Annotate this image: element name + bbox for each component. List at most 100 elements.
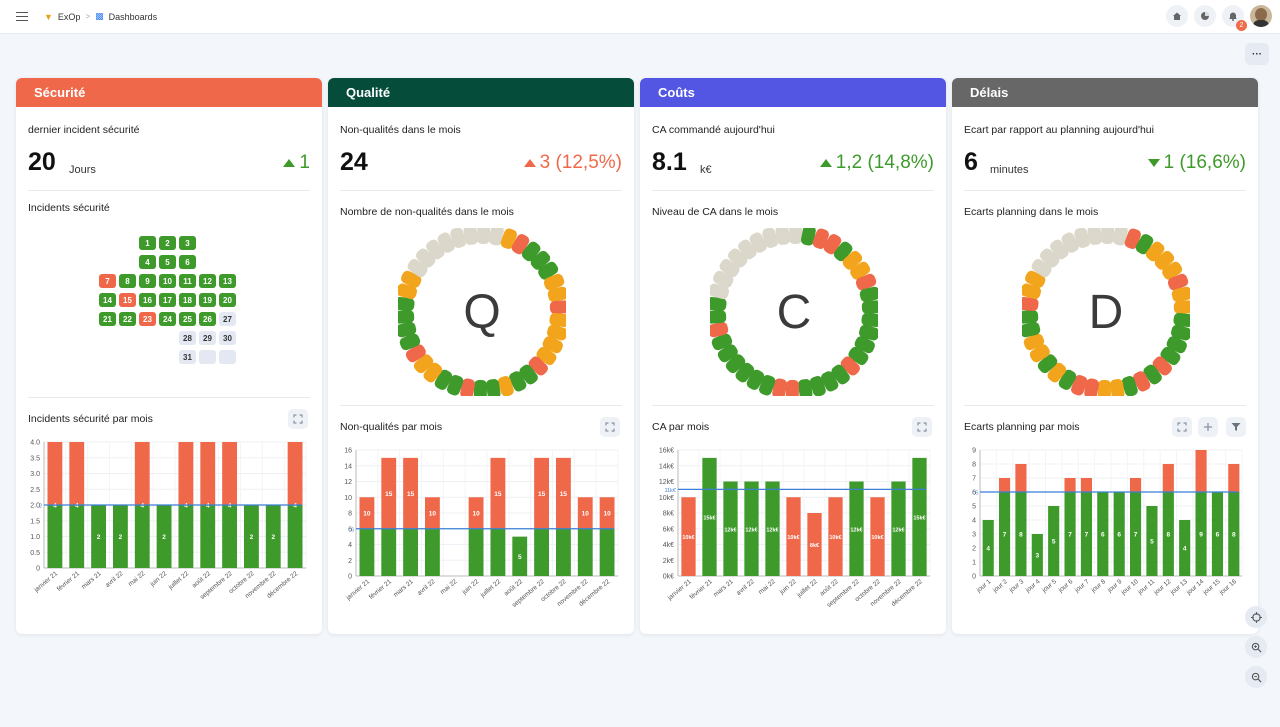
- bar[interactable]: [381, 528, 397, 576]
- bar[interactable]: [47, 442, 63, 505]
- calendar-day[interactable]: 27: [219, 312, 236, 326]
- bar[interactable]: [744, 481, 759, 577]
- wheel-segment[interactable]: [398, 332, 421, 352]
- expand-chart-button[interactable]: [1172, 417, 1192, 437]
- bar[interactable]: [200, 442, 216, 505]
- bar[interactable]: [534, 528, 550, 576]
- wheel-segment[interactable]: [710, 296, 727, 311]
- more-options-button[interactable]: ···: [1245, 43, 1269, 65]
- wheel-segment[interactable]: [1109, 378, 1125, 396]
- bar[interactable]: [265, 505, 281, 568]
- breadcrumb-dashboards[interactable]: Dashboards: [108, 11, 158, 22]
- wheel-segment[interactable]: [1171, 286, 1190, 303]
- wheel-segment[interactable]: [459, 378, 476, 396]
- bar[interactable]: [1211, 492, 1224, 576]
- bar[interactable]: [287, 505, 303, 568]
- wheel-segment[interactable]: [449, 228, 467, 249]
- bar[interactable]: [156, 505, 172, 568]
- calendar-day[interactable]: 12: [199, 274, 216, 288]
- bar[interactable]: [222, 505, 238, 568]
- wheel-segment[interactable]: [797, 378, 813, 396]
- wheel-segment[interactable]: [1038, 246, 1061, 269]
- bar[interactable]: [1195, 492, 1207, 576]
- wheel-segment[interactable]: [775, 228, 791, 246]
- wheel-segment[interactable]: [832, 240, 855, 264]
- wheel-segment[interactable]: [771, 378, 788, 396]
- wheel-segment[interactable]: [536, 260, 560, 282]
- zoom-in-button[interactable]: [1245, 636, 1267, 658]
- bar[interactable]: [490, 457, 506, 529]
- bar[interactable]: [1195, 450, 1207, 492]
- wheel-segment[interactable]: [734, 361, 757, 385]
- wheel-segment[interactable]: [1141, 363, 1163, 387]
- wheel-segment[interactable]: [546, 324, 566, 342]
- bar[interactable]: [1228, 492, 1240, 576]
- wheel-segment[interactable]: [1173, 300, 1190, 314]
- avatar[interactable]: [1250, 5, 1272, 27]
- wheel-segment[interactable]: [758, 374, 777, 396]
- bar[interactable]: [1031, 534, 1043, 576]
- calendar-day[interactable]: 9: [139, 274, 156, 288]
- bar[interactable]: [828, 497, 843, 576]
- bar[interactable]: [849, 481, 864, 577]
- bar[interactable]: [702, 457, 717, 576]
- wheel-segment[interactable]: [710, 310, 727, 324]
- wheel-segment[interactable]: [859, 286, 878, 303]
- bar[interactable]: [1097, 492, 1109, 576]
- calendar-day[interactable]: 1: [139, 236, 156, 250]
- wheel-segment[interactable]: [1173, 313, 1190, 328]
- calendar-day[interactable]: 5: [159, 255, 176, 269]
- bar[interactable]: [69, 442, 85, 505]
- bar[interactable]: [200, 505, 216, 568]
- bar[interactable]: [891, 481, 906, 577]
- bar[interactable]: [1113, 492, 1125, 576]
- wheel-segment[interactable]: [1046, 361, 1069, 385]
- bar[interactable]: [555, 457, 571, 529]
- wheel-segment[interactable]: [446, 374, 465, 396]
- bar[interactable]: [555, 528, 571, 576]
- bar[interactable]: [359, 497, 375, 529]
- wheel-segment[interactable]: [800, 228, 816, 246]
- wheel-segment[interactable]: [1048, 238, 1070, 262]
- wheel-segment[interactable]: [861, 313, 878, 328]
- wheel-segment[interactable]: [846, 345, 870, 367]
- wheel-segment[interactable]: [839, 354, 862, 377]
- wheel-segment[interactable]: [497, 375, 515, 396]
- bar[interactable]: [424, 528, 440, 576]
- bar[interactable]: [134, 505, 150, 568]
- bar[interactable]: [998, 478, 1011, 492]
- wheel-segment[interactable]: [476, 228, 491, 245]
- wheel-segment[interactable]: [1022, 282, 1042, 300]
- expand-chart-button[interactable]: [288, 409, 308, 429]
- bar[interactable]: [577, 497, 593, 529]
- wheel-segment[interactable]: [1158, 345, 1182, 367]
- wheel-segment[interactable]: [398, 321, 417, 338]
- calendar-day[interactable]: 24: [159, 312, 176, 326]
- menu-icon[interactable]: [16, 12, 28, 21]
- wheel-segment[interactable]: [1131, 369, 1152, 393]
- calendar-day[interactable]: 17: [159, 293, 176, 307]
- wheel-segment[interactable]: [1166, 272, 1189, 292]
- calendar-day[interactable]: 8: [119, 274, 136, 288]
- calendar-day[interactable]: 25: [179, 312, 196, 326]
- wheel-segment[interactable]: [422, 361, 445, 385]
- wheel-segment[interactable]: [710, 332, 733, 352]
- bar[interactable]: [178, 505, 194, 568]
- wheel-segment[interactable]: [529, 249, 553, 272]
- bar[interactable]: [1064, 492, 1076, 576]
- bar[interactable]: [47, 505, 63, 568]
- expand-chart-button[interactable]: [912, 417, 932, 437]
- wheel-segment[interactable]: [858, 324, 878, 342]
- wheel-segment[interactable]: [527, 354, 550, 377]
- wheel-segment[interactable]: [726, 246, 749, 269]
- wheel-segment[interactable]: [473, 379, 488, 396]
- wheel-segment[interactable]: [1144, 240, 1167, 264]
- wheel-segment[interactable]: [1022, 321, 1041, 338]
- bar[interactable]: [765, 481, 780, 577]
- wheel-segment[interactable]: [1087, 228, 1103, 246]
- calendar-day[interactable]: 21: [99, 312, 116, 326]
- zoom-out-button[interactable]: [1245, 666, 1267, 688]
- wheel-segment[interactable]: [414, 246, 437, 269]
- bar[interactable]: [912, 457, 927, 576]
- calendar-day[interactable]: 4: [139, 255, 156, 269]
